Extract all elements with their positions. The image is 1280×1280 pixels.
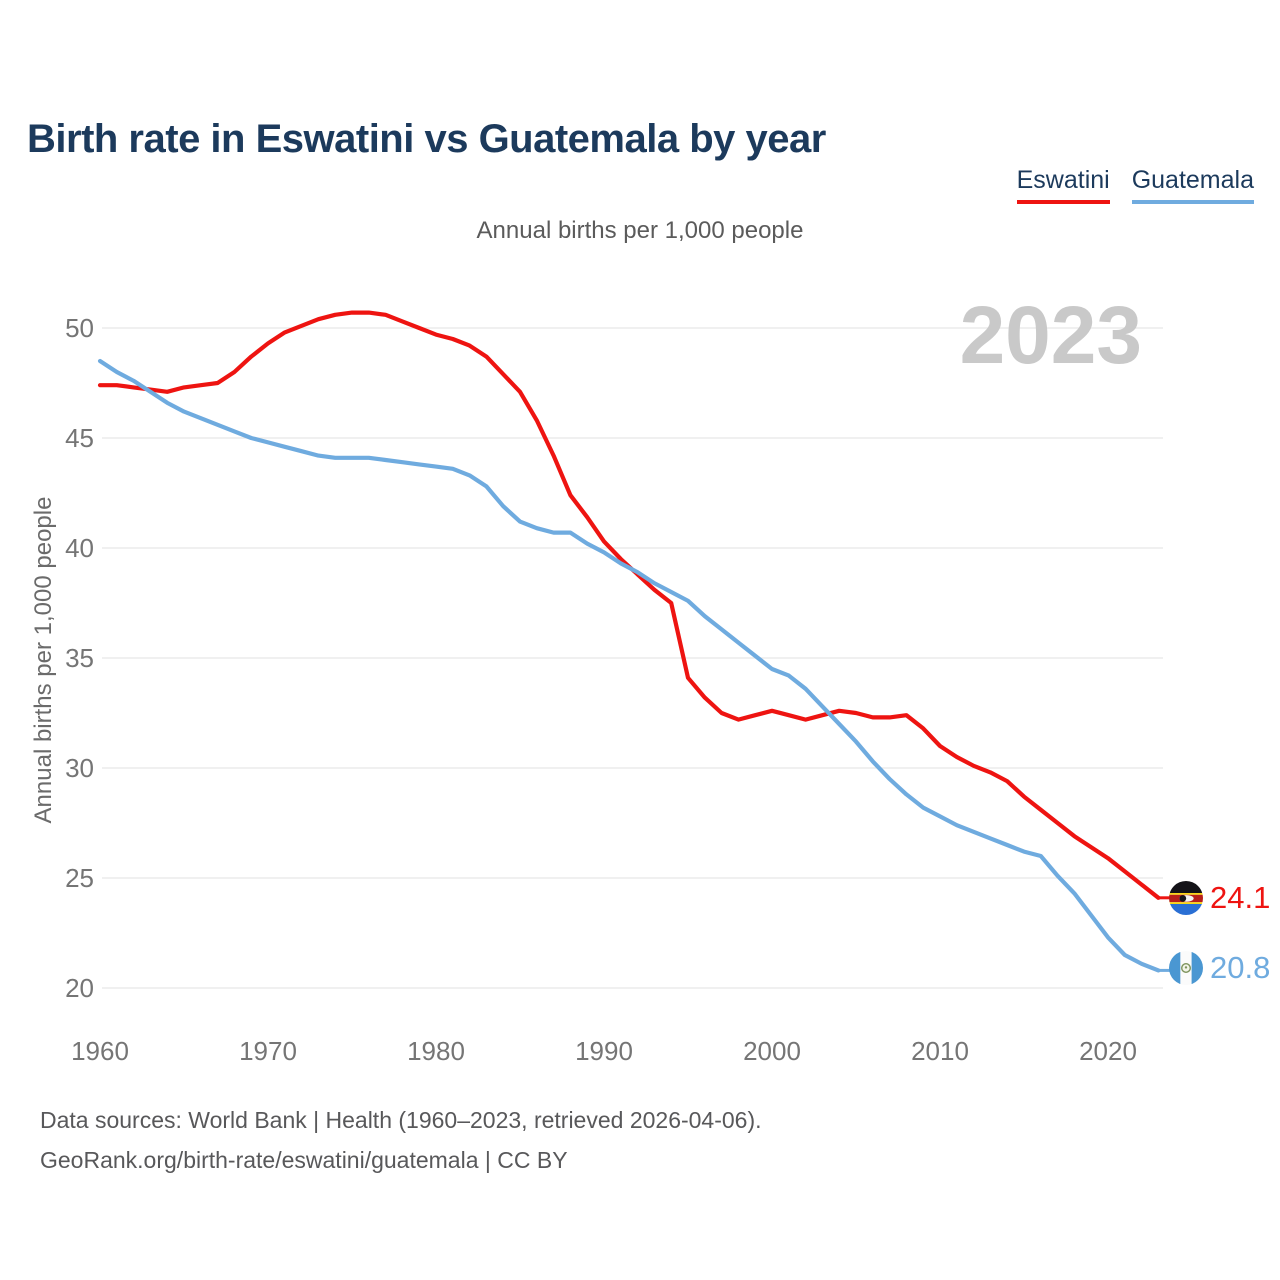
footer-attribution: GeoRank.org/birth-rate/eswatini/guatemal… bbox=[40, 1147, 568, 1173]
end-value-eswatini: 24.1 bbox=[1210, 880, 1271, 915]
x-tick-label: 1980 bbox=[407, 1036, 465, 1066]
legend: Eswatini Guatemala bbox=[1016, 166, 1254, 204]
end-label-guatemala: 20.8 bbox=[1169, 951, 1270, 985]
legend-item-eswatini[interactable]: Eswatini bbox=[1016, 166, 1110, 204]
x-tick-label: 2020 bbox=[1079, 1036, 1137, 1066]
y-tick-label: 20 bbox=[65, 973, 94, 1003]
x-tick-label: 1970 bbox=[239, 1036, 297, 1066]
page-title: Birth rate in Eswatini vs Guatemala by y… bbox=[27, 116, 826, 161]
y-tick-label: 30 bbox=[65, 753, 94, 783]
guatemala-flag-icon bbox=[1169, 951, 1203, 985]
y-tick-label: 25 bbox=[65, 863, 94, 893]
x-tick-label: 1960 bbox=[71, 1036, 129, 1066]
chart-subtitle: Annual births per 1,000 people bbox=[476, 217, 804, 244]
footer: Data sources: World Bank | Health (1960–… bbox=[40, 1100, 762, 1180]
y-tick-label: 40 bbox=[65, 533, 94, 563]
guatemala-line[interactable] bbox=[97, 358, 1161, 973]
footer-sources: Data sources: World Bank | Health (1960–… bbox=[40, 1107, 762, 1133]
eswatini-flag-icon bbox=[1169, 881, 1203, 915]
y-tick-label: 45 bbox=[65, 423, 94, 453]
eswatini-line[interactable] bbox=[97, 310, 1161, 900]
x-tick-label: 2000 bbox=[743, 1036, 801, 1066]
x-tick-label: 2010 bbox=[911, 1036, 969, 1066]
y-tick-label: 35 bbox=[65, 643, 94, 673]
legend-item-guatemala[interactable]: Guatemala bbox=[1131, 166, 1254, 204]
end-label-eswatini: 24.1 bbox=[1169, 881, 1270, 915]
y-tick-label: 50 bbox=[65, 313, 94, 343]
x-tick-label: 1990 bbox=[575, 1036, 633, 1066]
end-value-guatemala: 20.8 bbox=[1210, 950, 1271, 985]
watermark-year: 2023 bbox=[960, 290, 1142, 381]
